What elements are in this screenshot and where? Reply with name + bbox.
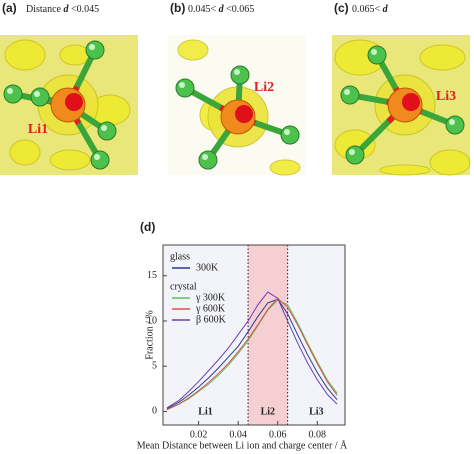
panel-label: (a)	[2, 1, 17, 15]
isosurface	[49, 149, 91, 171]
x-tick-label: 0.06	[269, 429, 287, 440]
caption-part: 0.065<	[352, 4, 383, 15]
atom-label: Li3	[436, 89, 456, 104]
panel-label: (c)	[334, 1, 349, 15]
y-tick-label: 0	[152, 406, 157, 417]
atom-highlight	[202, 154, 208, 160]
plot-frame	[162, 244, 346, 426]
atom-label: Li2	[254, 80, 274, 95]
charge-center	[402, 93, 420, 111]
atom	[198, 150, 218, 170]
atom	[345, 145, 365, 165]
panel-label: (b)	[170, 1, 185, 15]
caption-part: d	[64, 4, 70, 15]
panel-label: (d)	[140, 220, 155, 234]
x-axis-title: Mean Distance between Li ion and charge …	[137, 439, 348, 451]
atom-highlight	[234, 69, 240, 75]
region-label: Li3	[309, 406, 323, 417]
atom-highlight	[179, 82, 185, 88]
y-axis-title: Fraction / %	[144, 310, 155, 359]
atom	[85, 40, 105, 60]
panel: Li1 (a) Distance d <0.045	[0, 1, 138, 175]
atom	[340, 85, 360, 105]
caption-part: <0.045	[69, 4, 100, 15]
caption-part: d	[219, 4, 225, 15]
isosurface	[419, 44, 466, 71]
isosurface	[269, 159, 301, 176]
caption-part: 0.045<	[188, 4, 219, 15]
atom-highlight	[101, 125, 107, 131]
isosurface	[4, 39, 46, 71]
panel-caption: Distance d <0.045	[26, 4, 99, 15]
atom	[175, 78, 195, 98]
panel: Li2 (b) 0.045< d <0.065	[168, 1, 306, 176]
atom	[230, 65, 250, 85]
atom-highlight	[344, 89, 350, 95]
x-tick-label: 0.08	[309, 429, 327, 440]
isosurface	[379, 164, 431, 176]
caption-part: d	[383, 4, 389, 15]
atom-label: Li1	[28, 122, 48, 137]
atom	[445, 115, 465, 135]
atom	[90, 150, 110, 170]
charge-center	[235, 105, 253, 123]
y-tick-label: 15	[147, 270, 157, 281]
atom	[367, 45, 387, 65]
series-line	[166, 297, 338, 411]
atom-highlight	[284, 129, 290, 135]
x-tick-label: 0.02	[190, 429, 208, 440]
legend-label: γ 600K	[195, 303, 226, 314]
series-line	[166, 291, 338, 409]
panel-caption: 0.065< d	[352, 4, 389, 15]
atom	[97, 121, 117, 141]
region-label: Li2	[261, 406, 275, 417]
isosurface	[429, 149, 471, 176]
y-tick-label: 5	[152, 361, 157, 372]
region-label: Li1	[198, 406, 212, 417]
atom-highlight	[7, 88, 13, 94]
legend-group: crystal	[170, 281, 197, 292]
atom	[280, 125, 300, 145]
atom	[3, 84, 23, 104]
isosurface	[177, 39, 209, 61]
series-line	[166, 298, 338, 410]
legend-label: β 600K	[196, 314, 227, 325]
caption-part: <0.065	[224, 4, 255, 15]
atom-highlight	[371, 49, 377, 55]
panel-caption: 0.045< d <0.065	[188, 4, 254, 15]
atom-highlight	[34, 91, 40, 97]
shaded-region	[248, 245, 288, 425]
charge-center	[65, 93, 83, 111]
atom-highlight	[349, 149, 355, 155]
atom-highlight	[94, 154, 100, 160]
caption-part: Distance	[26, 4, 64, 15]
y-tick-label: 10	[147, 315, 157, 326]
series-line	[166, 299, 338, 411]
isosurface	[59, 44, 91, 66]
legend-label: 300K	[196, 262, 219, 273]
panel: Li3 (c) 0.065< d	[332, 1, 471, 176]
atom-highlight	[89, 44, 95, 50]
legend-label: γ 300K	[195, 292, 226, 303]
x-tick-label: 0.04	[229, 429, 247, 440]
atom	[30, 87, 50, 107]
atom-highlight	[449, 119, 455, 125]
legend-group: glass	[170, 251, 190, 262]
isosurface	[9, 139, 41, 166]
